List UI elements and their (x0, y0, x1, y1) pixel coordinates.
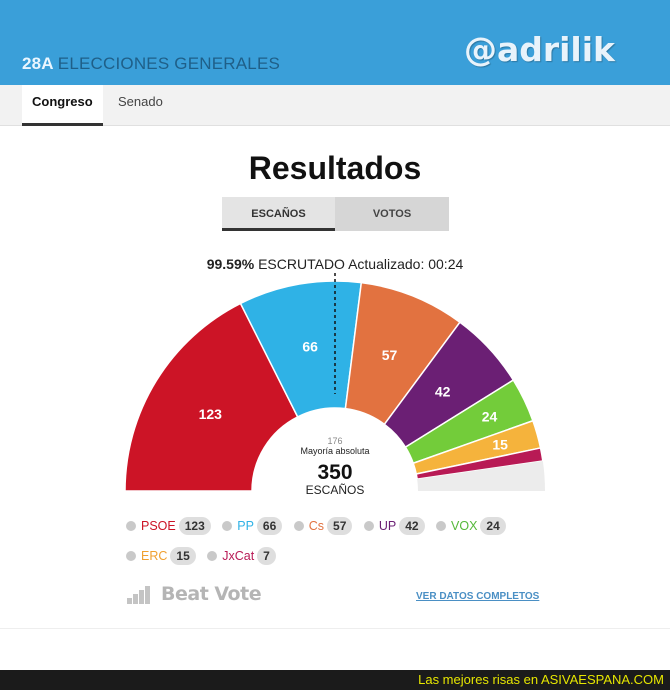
brand-name: Beat Vote (161, 583, 262, 605)
scrutiny-text: ESCRUTADO Actualizado: 00:24 (258, 256, 464, 272)
legend-dot (222, 521, 233, 531)
legend-dot (207, 551, 218, 561)
legend-item-vox[interactable]: VOX 24 (436, 517, 506, 535)
legend-row: ERC 15 JxCat 7 (126, 547, 546, 569)
legend-seats: 66 (256, 517, 283, 535)
chamber-tabs: Congreso Senado (0, 85, 670, 126)
toggle-escanos[interactable]: ESCAÑOS (222, 197, 335, 231)
seat-label-up: 42 (435, 384, 451, 400)
legend-name: Cs (308, 519, 325, 533)
site-credit: Las mejores risas en ASIVAESPANA.COM (418, 672, 664, 687)
seat-label-pp: 66 (302, 339, 318, 355)
legend-dot (363, 521, 374, 531)
scrutiny-percent: 99.59% (206, 256, 255, 272)
legend-item-erc[interactable]: ERC 15 (126, 547, 196, 565)
legend-item-jxcat[interactable]: JxCat 7 (207, 547, 276, 565)
majority-label: Mayoría absoluta (300, 446, 369, 456)
legend-seats: 57 (327, 517, 353, 535)
view-toggle: ESCAÑOS VOTOS (222, 197, 449, 231)
legend-row: PSOE 123 PP 66 Cs 57 UP 42 VOX 24 (126, 517, 546, 539)
tab-congreso[interactable]: Congreso (22, 85, 103, 126)
legend-item-psoe[interactable]: PSOE 123 (126, 517, 211, 535)
scrutiny-status: 99.59% ESCRUTADO Actualizado: 00:24 (0, 256, 670, 272)
legend-seats: 123 (178, 517, 211, 535)
legend: PSOE 123 PP 66 Cs 57 UP 42 VOX 24 ERC 15 JxCat… (126, 517, 546, 577)
legend-name: PSOE (141, 519, 176, 533)
brand-icon (127, 585, 150, 604)
divider (0, 628, 670, 629)
page-title: Resultados (248, 150, 422, 186)
legend-seats: 7 (257, 547, 276, 565)
legend-dot (436, 521, 447, 531)
legend-item-cs[interactable]: Cs 57 (293, 517, 353, 535)
total-seats-label: ESCAÑOS (306, 483, 365, 497)
watermark: @adrilik (463, 30, 615, 69)
seat-slice-psoe[interactable] (124, 302, 299, 492)
legend-seats: 42 (399, 517, 425, 535)
toggle-votos[interactable]: VOTOS (335, 197, 449, 231)
seat-label-cs: 57 (382, 347, 398, 363)
top-bar: 28A ELECCIONES GENERALES @adrilik (0, 0, 670, 85)
legend-name: JxCat (222, 549, 255, 563)
election-name: ELECCIONES GENERALES (57, 54, 281, 73)
seat-label-psoe: 123 (199, 406, 223, 422)
legend-name: PP (237, 519, 254, 533)
election-prefix: 28A (22, 54, 54, 73)
legend-dot (126, 521, 136, 531)
legend-name: ERC (141, 549, 168, 563)
seat-label-vox: 24 (482, 409, 498, 425)
majority-number: 176 (327, 436, 342, 446)
legend-name: VOX (451, 519, 478, 533)
legend-seats: 24 (480, 517, 506, 535)
legend-item-pp[interactable]: PP 66 (222, 517, 283, 535)
legend-dot (126, 551, 136, 561)
seat-slice-remaining (417, 460, 545, 491)
legend-seats: 15 (170, 547, 196, 565)
site-footer: Las mejores risas en ASIVAESPANA.COM (0, 670, 670, 690)
election-title: 28A ELECCIONES GENERALES (22, 54, 280, 74)
legend-name: UP (378, 519, 397, 533)
tab-senado[interactable]: Senado (118, 94, 163, 109)
total-seats: 350 (317, 461, 352, 484)
legend-dot (293, 521, 304, 531)
legend-item-up[interactable]: UP 42 (363, 517, 425, 535)
brand-logo: Beat Vote (127, 583, 262, 605)
seat-label-erc: 15 (492, 437, 508, 453)
full-data-link[interactable]: VER DATOS COMPLETOS (416, 591, 540, 602)
